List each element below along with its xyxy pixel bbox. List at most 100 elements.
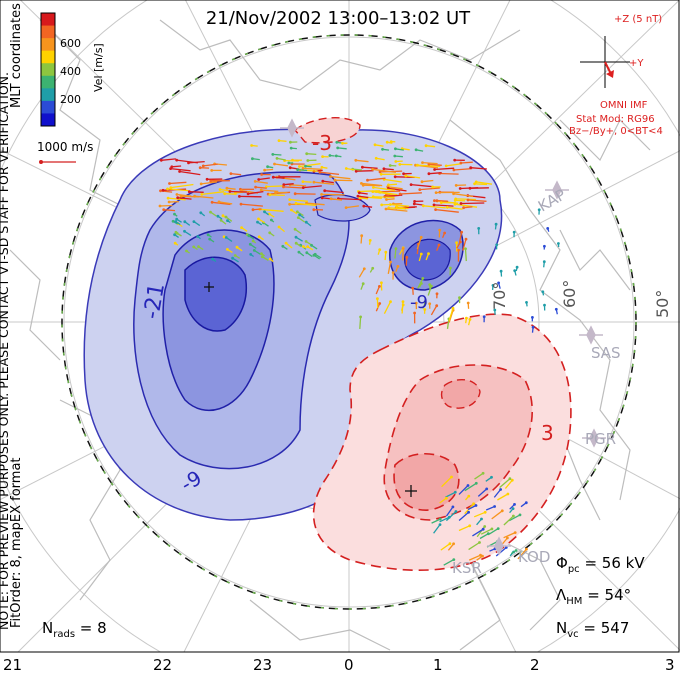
velocity-vector-origin <box>389 140 393 144</box>
velocity-vector-origin <box>294 241 298 245</box>
velocity-vector-origin <box>455 241 458 245</box>
velocity-vector-origin <box>357 191 361 195</box>
velocity-vector-origin <box>443 231 446 235</box>
velocity-vector-origin <box>420 180 424 184</box>
page-title: 21/Nov/2002 13:00–13:02 UT <box>206 8 471 29</box>
velocity-vector <box>384 178 402 183</box>
velocity-vector-origin <box>412 202 416 206</box>
velocity-vector-origin <box>260 252 263 256</box>
velocity-vector <box>467 504 477 511</box>
velocity-vector-origin <box>513 531 517 534</box>
velocity-vector <box>290 184 307 187</box>
velocity-vector <box>433 204 454 207</box>
velocity-vector-origin <box>431 185 435 189</box>
velocity-vector <box>374 144 384 147</box>
velocity-vector-origin <box>478 541 481 544</box>
velocity-vector-origin <box>289 146 293 150</box>
velocity-vector <box>421 179 434 183</box>
velocity-vector <box>400 192 422 195</box>
potential-max-marker <box>405 485 417 497</box>
velocity-vector <box>363 184 380 187</box>
velocity-vector-origin <box>281 244 285 248</box>
velocity-vector-origin <box>482 315 486 319</box>
velocity-vector-origin <box>329 197 333 201</box>
velocity-vector-origin <box>301 186 305 190</box>
contour-label-neg9-b: -9 <box>410 292 428 313</box>
velocity-vector-origin <box>360 182 363 185</box>
velocity-vector <box>426 145 436 148</box>
velocity-vector-origin <box>368 239 372 242</box>
velocity-vector-origin <box>248 242 252 246</box>
velocity-vector-origin <box>459 202 463 205</box>
velocity-vector-origin <box>525 301 528 304</box>
velocity-vector-origin <box>211 257 215 261</box>
velocity-vector-origin <box>306 245 309 249</box>
velocity-vector-origin <box>296 168 299 172</box>
velocity-vector-origin <box>543 244 546 248</box>
velocity-vector-origin <box>187 190 191 194</box>
velocity-vector-origin <box>366 178 369 182</box>
velocity-vector <box>359 192 368 195</box>
velocity-vector <box>499 478 511 488</box>
velocity-vector <box>388 187 407 192</box>
velocity-vector <box>453 193 474 198</box>
velocity-vector-origin <box>274 191 277 195</box>
coordinate-system-label: MLT coordinates <box>9 3 24 108</box>
velocity-vector <box>455 199 466 202</box>
velocity-vector-origin <box>293 192 297 196</box>
velocity-vector <box>331 198 343 201</box>
velocity-vector-origin <box>504 546 508 549</box>
velocity-vector-origin <box>192 220 196 224</box>
velocity-vector-origin <box>193 194 197 198</box>
velocity-vector-origin <box>333 178 337 182</box>
velocity-vector-origin <box>459 240 462 244</box>
velocity-vector-origin <box>297 250 301 254</box>
velocity-vector <box>388 183 398 186</box>
velocity-vector-origin <box>175 158 179 162</box>
velocity-vector <box>468 541 480 551</box>
velocity-vector <box>264 168 274 171</box>
velocity-vector-origin <box>251 208 255 212</box>
velocity-vector <box>462 238 467 251</box>
velocity-vector-origin <box>174 220 178 224</box>
velocity-vector-origin <box>543 303 546 307</box>
velocity-vector-origin <box>166 196 170 200</box>
velocity-vector-origin <box>421 204 425 208</box>
velocity-vector <box>346 205 359 209</box>
velocity-vector-origin <box>329 175 332 178</box>
velocity-vector-origin <box>226 219 229 223</box>
velocity-vector-origin <box>401 247 405 250</box>
velocity-vector <box>229 190 247 193</box>
velocity-vector-origin <box>328 154 332 157</box>
velocity-vector-origin <box>179 194 183 198</box>
velocity-vector-origin <box>263 168 266 172</box>
velocity-vector-origin <box>199 182 203 186</box>
velocity-vector-origin <box>497 281 500 285</box>
velocity-vector-origin <box>277 139 281 143</box>
velocity-vector-origin <box>175 231 179 235</box>
velocity-vector <box>385 208 408 212</box>
velocity-vector-origin <box>263 210 266 214</box>
velocity-vector <box>472 528 484 537</box>
velocity-vector <box>405 206 416 209</box>
velocity-vector-origin <box>288 202 291 206</box>
velocity-vector-origin <box>254 185 257 189</box>
velocity-vector-origin <box>531 316 534 319</box>
velocity-vector-origin <box>178 170 182 173</box>
velocity-vector-origin <box>554 307 558 311</box>
boundary-green-dashes <box>61 34 637 610</box>
velocity-vector-origin <box>201 164 205 168</box>
velocity-vector <box>306 202 325 206</box>
velocity-vector-origin <box>388 164 392 167</box>
velocity-colorbar: 600 400 200 Vel [m/s] <box>40 12 105 127</box>
velocity-vector-origin <box>459 161 463 165</box>
velocity-vector-origin <box>432 203 436 207</box>
velocity-vector-origin <box>473 182 476 186</box>
velocity-vector-origin <box>493 308 497 312</box>
positive-convection-cell <box>294 117 572 572</box>
velocity-vector-origin <box>512 230 516 234</box>
velocity-vector-origin <box>344 167 348 170</box>
velocity-vector <box>440 543 451 551</box>
velocity-vector-origin <box>354 169 358 173</box>
velocity-vector <box>258 177 270 181</box>
